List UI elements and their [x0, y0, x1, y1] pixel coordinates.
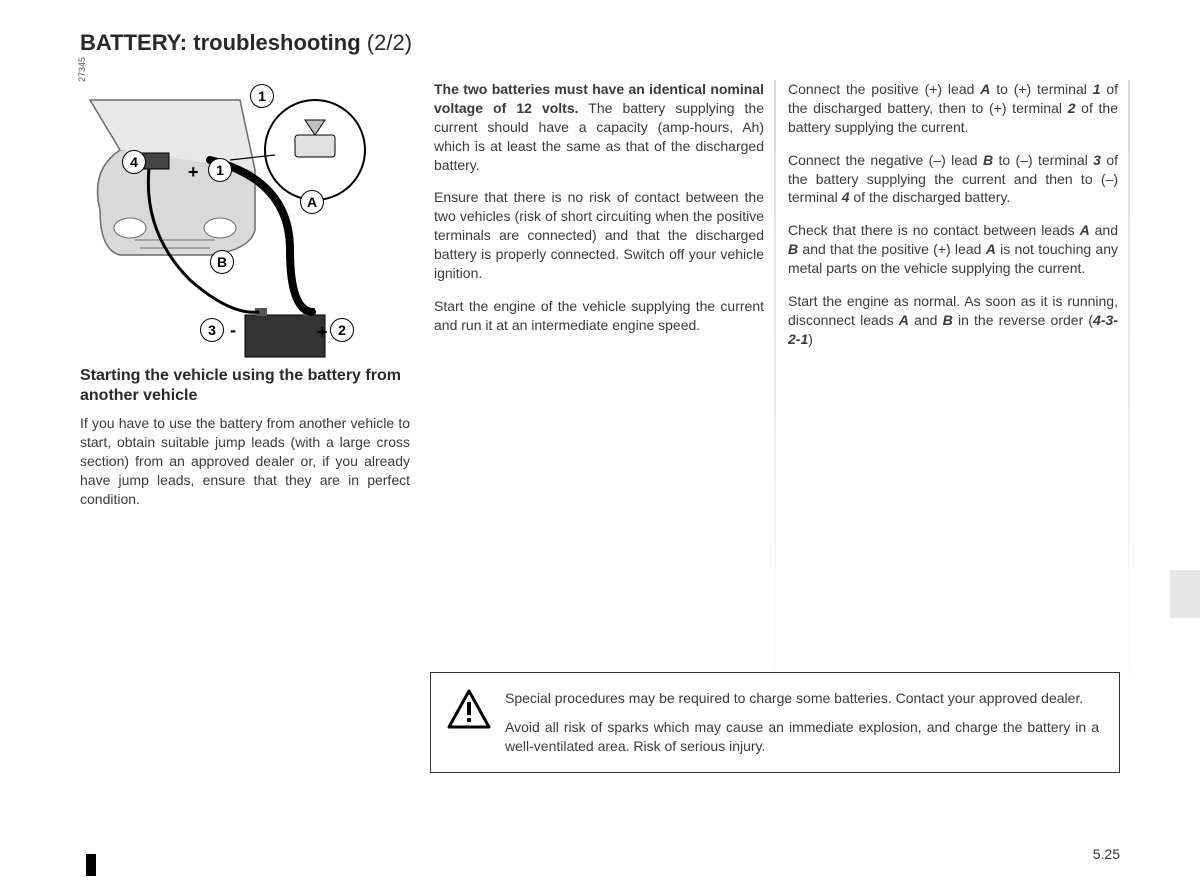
warning-box: Special procedures may be required to ch… [430, 672, 1120, 773]
warning-p1: Special procedures may be required to ch… [505, 689, 1099, 708]
warning-p2: Avoid all risk of sparks which may cause… [505, 718, 1099, 756]
col3-p4: Start the engine as normal. As soon as i… [788, 292, 1118, 349]
content-columns: 27345 [80, 80, 1120, 522]
col3-p1: Connect the positive (+) lead A to (+) t… [788, 80, 1118, 137]
col2-p1: The two batteries must have an identical… [434, 80, 764, 174]
col3-p2: Connect the negative (–) lead B to (–) t… [788, 151, 1118, 208]
diagram-id: 27345 [76, 57, 88, 82]
page-title: BATTERY: troubleshooting (2/2) [80, 30, 1120, 56]
title-suffix: (2/2) [361, 30, 412, 55]
col2-p2: Ensure that there is no risk of contact … [434, 188, 764, 282]
callout-3: 3 [200, 318, 224, 342]
col3-p3: Check that there is no contact between l… [788, 221, 1118, 278]
warning-icon [447, 689, 491, 729]
col1-subhead: Starting the vehicle using the battery f… [80, 366, 410, 406]
footer-mark [86, 854, 96, 876]
col1-p1: If you have to use the battery from anot… [80, 414, 410, 508]
plus-sign-1: + [188, 160, 199, 184]
title-bold: BATTERY: troubleshooting [80, 30, 361, 55]
callout-4: 4 [122, 150, 146, 174]
page-number: 5.25 [1093, 846, 1120, 862]
callout-B: B [210, 250, 234, 274]
col2-p3: Start the engine of the vehicle supplyin… [434, 297, 764, 335]
jump-start-diagram: 27345 [80, 80, 390, 360]
minus-sign: - [230, 318, 236, 342]
side-tab [1170, 570, 1200, 618]
callout-1: 1 [208, 158, 232, 182]
plus-sign-2: + [317, 320, 328, 344]
callout-1-top: 1 [250, 84, 274, 108]
callout-2: 2 [330, 318, 354, 342]
callout-A: A [300, 190, 324, 214]
column-1: 27345 [80, 80, 410, 522]
column-3: Connect the positive (+) lead A to (+) t… [788, 80, 1118, 522]
column-2: The two batteries must have an identical… [434, 80, 764, 522]
